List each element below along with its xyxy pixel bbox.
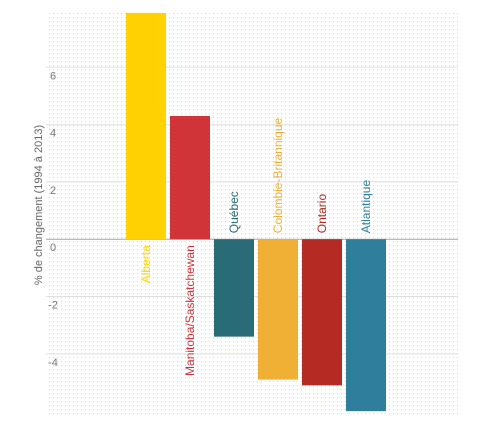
bar	[170, 116, 210, 240]
y-tick-label: 4	[50, 128, 56, 140]
plot-area	[46, 10, 458, 414]
y-axis-label: % de changement (1994 à 2013)	[33, 125, 45, 285]
category-label: Colombie-Britannique	[271, 117, 285, 233]
bar	[302, 239, 342, 386]
y-tick-label: 0	[50, 242, 56, 254]
y-tick-label: -4	[48, 357, 58, 369]
bar	[258, 239, 298, 380]
category-label: Manitoba/Saskatchewan	[183, 245, 197, 376]
y-tick-label: 6	[50, 70, 56, 82]
category-label: Québec	[227, 191, 241, 233]
bar	[346, 239, 386, 412]
category-label: Ontario	[315, 194, 329, 234]
category-label: Atlantique	[359, 180, 373, 234]
bar	[214, 239, 254, 337]
y-tick-label: -2	[48, 300, 58, 312]
category-label: Alberta	[139, 245, 153, 283]
y-tick-label: 2	[50, 185, 56, 197]
bar	[126, 12, 166, 240]
